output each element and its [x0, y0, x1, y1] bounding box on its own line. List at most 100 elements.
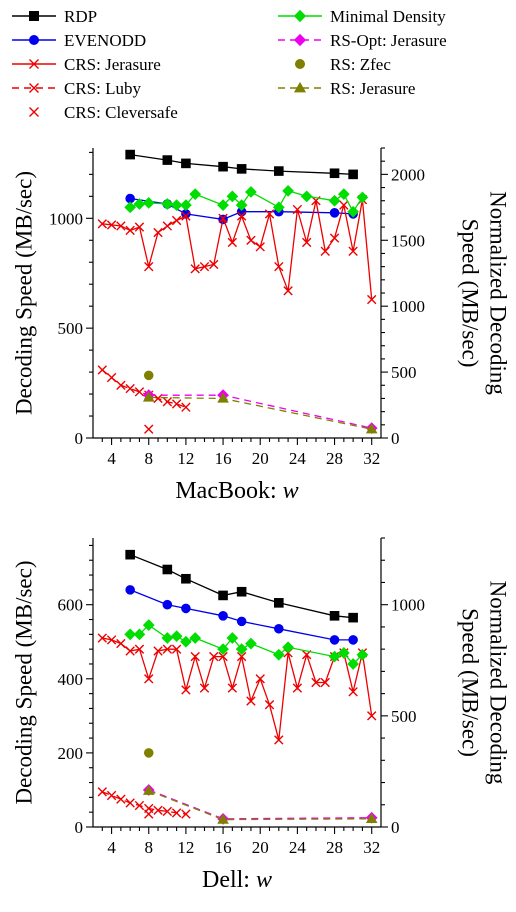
data-point: [274, 623, 284, 634]
x-tick-label: 32: [363, 449, 380, 468]
y-left-tick-label: 500: [58, 319, 84, 338]
data-point: [311, 677, 321, 688]
data-point: [125, 225, 135, 236]
data-point: [97, 365, 107, 375]
series-rs-opt-jerasure: [142, 389, 378, 434]
legend-item-rdp: RDP: [12, 7, 97, 26]
series-crs-cleversafe: [144, 809, 154, 819]
y-left-tick-label: 1000: [49, 209, 83, 228]
legend-marker: [293, 33, 307, 47]
data-point: [329, 611, 340, 621]
data-point: [171, 808, 182, 818]
data-point: [282, 641, 294, 654]
data-point: [143, 370, 154, 381]
legend-marker: [29, 35, 39, 45]
data-point: [367, 294, 377, 305]
data-point: [264, 209, 275, 219]
series-minimal-density: [124, 619, 369, 670]
legend-marker: [29, 107, 39, 117]
series-crs-jerasure: [97, 194, 377, 305]
data-point: [181, 685, 191, 695]
y-left-tick-label: 200: [58, 744, 84, 763]
series-rs-jerasure: [142, 391, 378, 434]
x-tick-label: 28: [326, 838, 343, 857]
legend-item-rs-opt-jerasure: RS-Opt: Jerasure: [278, 31, 447, 50]
data-point: [97, 219, 107, 229]
data-point: [143, 748, 154, 758]
y-left-tick-label: 600: [58, 596, 84, 615]
data-point: [347, 205, 359, 218]
legend-item-minimal-density: Minimal Density: [278, 7, 446, 26]
data-point: [218, 590, 228, 601]
data-point: [236, 586, 247, 597]
data-point: [236, 211, 247, 221]
data-point: [329, 635, 340, 645]
series-rs-opt-jerasure: [142, 784, 378, 825]
data-point: [144, 809, 154, 819]
data-point: [134, 222, 145, 232]
legend-marker: [293, 81, 307, 93]
data-point: [97, 787, 107, 797]
data-point: [218, 213, 228, 223]
data-point: [328, 650, 341, 663]
series-rdp: [125, 549, 358, 623]
legend-marker: [29, 83, 39, 93]
y-right-tick-label: 500: [391, 363, 417, 382]
data-point: [245, 186, 257, 198]
data-point: [227, 683, 238, 693]
legend-label: CRS: Jerasure: [64, 55, 161, 74]
data-point: [153, 805, 163, 816]
data-point: [180, 635, 192, 648]
data-point: [162, 155, 173, 165]
data-point: [300, 190, 313, 203]
series-line: [101, 369, 187, 408]
data-point: [162, 806, 173, 817]
data-point: [181, 573, 191, 584]
data-point: [347, 658, 359, 670]
series-line: [102, 637, 373, 741]
chart-macbook: 4 8 12 16 20 24 28 32 0 500 1000 0 500 1000 1500 2000 De…: [11, 147, 511, 504]
x-axis-label-var: w: [256, 867, 272, 893]
data-point: [272, 648, 285, 661]
data-point: [272, 201, 285, 214]
data-point: [235, 643, 248, 656]
legend-label: CRS: Luby: [64, 79, 141, 98]
data-point: [274, 735, 284, 745]
x-tick-label: 8: [144, 838, 153, 857]
data-point: [125, 149, 135, 160]
data-point: [348, 169, 358, 180]
data-point: [153, 646, 163, 656]
data-point: [339, 200, 349, 210]
data-point: [170, 630, 183, 643]
data-point: [181, 158, 191, 169]
data-point: [125, 549, 135, 560]
data-point: [125, 383, 135, 394]
data-point: [171, 399, 182, 409]
x-tick-label: 12: [177, 449, 194, 468]
series-crs-luby: [97, 787, 191, 819]
series-crs-jerasure: [97, 633, 377, 745]
data-point: [171, 644, 182, 654]
data-point: [217, 392, 229, 403]
data-point: [189, 188, 202, 201]
legend-label: CRS: Cleversafe: [64, 103, 178, 122]
data-point: [367, 711, 377, 721]
series-evenodd: [125, 585, 358, 645]
data-point: [236, 616, 247, 627]
y-right-tick-label: 0: [391, 429, 400, 448]
data-point: [125, 798, 135, 808]
y-right-tick-label: 500: [391, 707, 417, 726]
data-point: [217, 199, 229, 211]
y-axis-right-label-line1: Normalized Decoding: [486, 581, 511, 785]
legend-item-rs-zfec: RS: Zfec: [295, 55, 391, 74]
data-point: [180, 199, 192, 211]
series-line: [129, 589, 354, 641]
data-point: [162, 599, 173, 610]
data-point: [348, 687, 358, 697]
data-point: [133, 198, 146, 210]
data-point: [329, 168, 340, 179]
data-point: [134, 800, 145, 811]
data-point: [116, 638, 126, 649]
data-point: [161, 198, 174, 210]
data-point: [235, 199, 248, 211]
